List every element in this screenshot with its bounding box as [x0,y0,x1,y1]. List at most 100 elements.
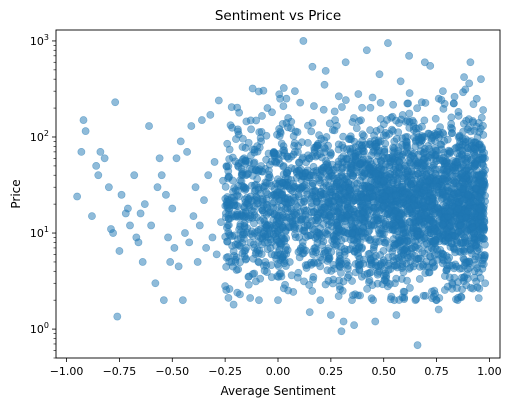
scatter-point [396,77,405,86]
scatter-point [238,143,247,151]
scatter-point [242,244,251,252]
scatter-point [356,190,365,199]
scatter-point [439,87,447,96]
scatter-point [409,218,418,226]
scatter-point [371,317,380,326]
scatter-point [413,230,422,239]
scatter-point [244,272,253,281]
scatter-point [263,104,272,112]
scatter-point [324,196,333,205]
scatter-point [233,125,242,134]
scatter-point [233,103,242,112]
scatter-point [366,157,375,166]
scatter-point [151,279,160,288]
scatter-point [300,226,309,235]
scatter-point [350,321,359,330]
scatter-point [299,204,308,213]
scatter-point [367,176,375,185]
scatter-point [410,133,419,142]
scatter-point [381,269,390,278]
scatter-point [415,275,424,283]
scatter-point [255,296,263,305]
scatter-point [321,66,330,75]
scatter-point [411,142,420,151]
scatter-point [290,225,299,233]
scatter-point [388,154,397,163]
scatter-point [276,269,285,278]
scatter-point [337,214,346,223]
scatter-point [315,131,323,140]
scatter-point [193,258,202,266]
scatter-point [475,284,484,293]
scatter-point [398,219,407,228]
scatter-point [81,127,90,136]
scatter-point [401,229,410,238]
scatter-point [301,261,310,270]
scatter-point [461,238,470,247]
scatter-point [310,102,318,110]
scatter-point [280,250,289,259]
scatter-point [348,296,356,305]
scatter-point [468,233,477,242]
scatter-point [387,113,395,122]
scatter-point [358,103,366,112]
scatter-point [350,114,358,122]
x-tick-label: −0.25 [208,365,242,378]
scatter-point [336,285,344,294]
scatter-point [331,116,339,124]
scatter-point [267,261,276,270]
scatter-point [373,268,382,277]
scatter-point [430,169,439,178]
scatter-point [454,107,463,116]
scatter-point [191,183,200,192]
scatter-point [410,242,419,251]
scatter-point [479,131,488,139]
scatter-point [312,197,321,206]
scatter-point [461,135,470,144]
scatter-point [437,96,446,104]
scatter-point [354,90,363,98]
scatter-point [376,114,385,123]
scatter-point [338,103,346,111]
scatter-point [474,171,483,180]
scatter-point [330,107,339,116]
scatter-point [422,239,431,248]
scatter-point [401,133,410,141]
y-axis-label: Price [9,179,23,208]
scatter-point [259,86,268,95]
scatter-point [159,296,168,305]
scatter-point [170,244,179,252]
scatter-point [451,166,460,175]
scatter-point [285,213,293,222]
scatter-point [176,137,185,146]
scatter-point [267,250,276,259]
scatter-point [455,264,464,273]
scatter-point [413,190,422,199]
scatter-point [287,271,296,280]
scatter-point [448,129,456,138]
scatter-point [340,245,349,253]
scatter-point [250,158,259,167]
x-tick-label: −0.75 [103,365,137,378]
scatter-point [376,98,385,107]
x-tick-label: 1.00 [477,365,502,378]
scatter-point [104,183,113,192]
scatter-point [291,147,299,156]
scatter-point [278,223,287,232]
scatter-point [299,37,308,45]
scatter-point [474,294,483,303]
scatter-point [100,154,109,163]
scatter-point [460,73,468,82]
scatter-point [296,98,305,107]
scatter-point [386,280,394,288]
scatter-point [214,96,223,105]
scatter-point [356,291,364,300]
scatter-point [358,215,367,223]
scatter-point [276,94,285,103]
scatter-point [438,220,447,229]
scatter-point [385,186,394,195]
scatter-point [365,278,373,286]
scatter-point [251,186,260,195]
scatter-point [453,296,462,305]
scatter-point [233,240,242,249]
